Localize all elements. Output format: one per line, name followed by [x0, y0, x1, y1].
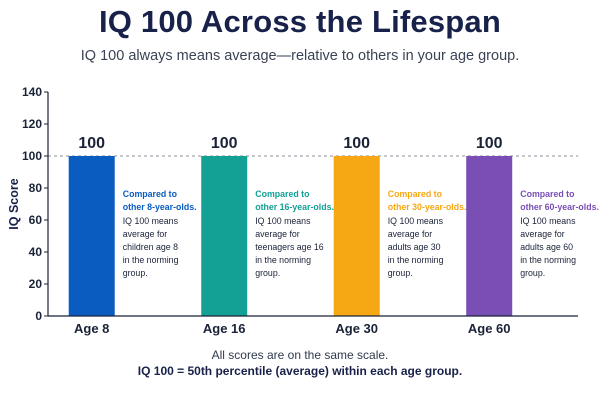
annotation-body: average for: [255, 229, 300, 239]
annotation-heading: Compared to: [520, 189, 575, 199]
y-tick-label: 80: [29, 181, 43, 195]
annotation-body: IQ 100 means: [388, 216, 444, 226]
annotation-body: average for: [520, 229, 565, 239]
annotation-heading: other 16-year-olds.: [255, 202, 334, 212]
footer-note: All scores are on the same scale.: [211, 348, 389, 362]
x-tick-label: Age 16: [203, 321, 246, 336]
annotation-body: in the norming: [255, 255, 311, 265]
bar: [201, 156, 248, 316]
chart-title: IQ 100 Across the Lifespan: [98, 4, 502, 39]
footer-definition: IQ 100 = 50th percentile (average) withi…: [137, 364, 463, 378]
y-tick-label: 0: [35, 309, 42, 323]
annotation-body: IQ 100 means: [123, 216, 179, 226]
y-axis-label: IQ Score: [7, 178, 21, 229]
annotation-body: in the norming: [520, 255, 576, 265]
annotation-body: group.: [388, 268, 413, 278]
annotation-body: adults age 30: [388, 242, 441, 252]
annotation-heading: Compared to: [123, 189, 178, 199]
annotation-body: group.: [520, 268, 545, 278]
annotation-body: average for: [123, 229, 168, 239]
annotation-heading: other 60-year-olds.: [520, 202, 599, 212]
annotation-heading: Compared to: [255, 189, 310, 199]
annotation-body: group.: [255, 268, 280, 278]
annotation-body: average for: [388, 229, 433, 239]
bar-data-label: 100: [343, 135, 370, 152]
annotation-body: IQ 100 means: [520, 216, 576, 226]
y-tick-label: 60: [29, 213, 43, 227]
x-tick-label: Age 60: [468, 321, 511, 336]
annotation-body: adults age 60: [520, 242, 573, 252]
y-tick-label: 120: [22, 117, 42, 131]
bar-data-label: 100: [78, 135, 105, 152]
annotation-body: in the norming: [388, 255, 444, 265]
bar-data-label: 100: [476, 135, 503, 152]
y-tick-label: 100: [22, 149, 42, 163]
bar: [68, 156, 115, 316]
bar: [333, 156, 380, 316]
annotation-body: teenagers age 16: [255, 242, 324, 252]
annotation-heading: other 8-year-olds.: [123, 202, 197, 212]
annotation-heading: other 30-year-olds.: [388, 202, 467, 212]
y-tick-label: 140: [22, 85, 42, 99]
annotation-body: group.: [123, 268, 148, 278]
x-tick-label: Age 30: [335, 321, 378, 336]
chart-subtitle: IQ 100 always means average—relative to …: [80, 48, 520, 64]
bar: [466, 156, 513, 316]
y-tick-label: 20: [29, 277, 43, 291]
annotation-body: IQ 100 means: [255, 216, 311, 226]
annotation-body: in the norming: [123, 255, 179, 265]
x-tick-label: Age 8: [74, 321, 109, 336]
annotation-body: children age 8: [123, 242, 178, 252]
y-tick-label: 40: [29, 245, 43, 259]
bar-data-label: 100: [211, 135, 238, 152]
annotation-heading: Compared to: [388, 189, 443, 199]
